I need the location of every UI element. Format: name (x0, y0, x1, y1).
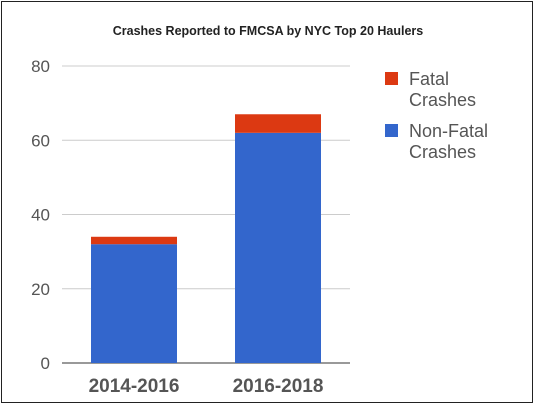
legend-label-line: Non-Fatal (409, 121, 488, 141)
legend-swatch (385, 72, 398, 85)
y-tick-label: 40 (31, 206, 50, 225)
chart-title: Crashes Reported to FMCSA by NYC Top 20 … (113, 24, 424, 38)
y-tick-label: 0 (41, 354, 50, 373)
bar-fatal-crashes (235, 114, 321, 133)
y-tick-label: 80 (31, 57, 50, 76)
bar-fatal-crashes (91, 236, 177, 245)
bars (91, 114, 321, 363)
bar-non-fatal-crashes (235, 132, 321, 363)
x-axis-labels: 2014-2016 2016-2018 (89, 376, 324, 397)
y-tick-label: 60 (31, 131, 50, 150)
legend-label-line: Crashes (409, 90, 476, 110)
legend-label: Non-Fatal Crashes (409, 121, 488, 162)
x-category-label: 2016-2018 (233, 376, 324, 397)
legend-label: Fatal Crashes (409, 69, 476, 110)
x-category-label: 2014-2016 (89, 376, 180, 397)
legend-swatch (385, 124, 398, 137)
bar-non-fatal-crashes (91, 244, 177, 363)
legend-label-line: Fatal (409, 69, 449, 89)
y-tick-label: 20 (31, 280, 50, 299)
legend-label-line: Crashes (409, 142, 476, 162)
